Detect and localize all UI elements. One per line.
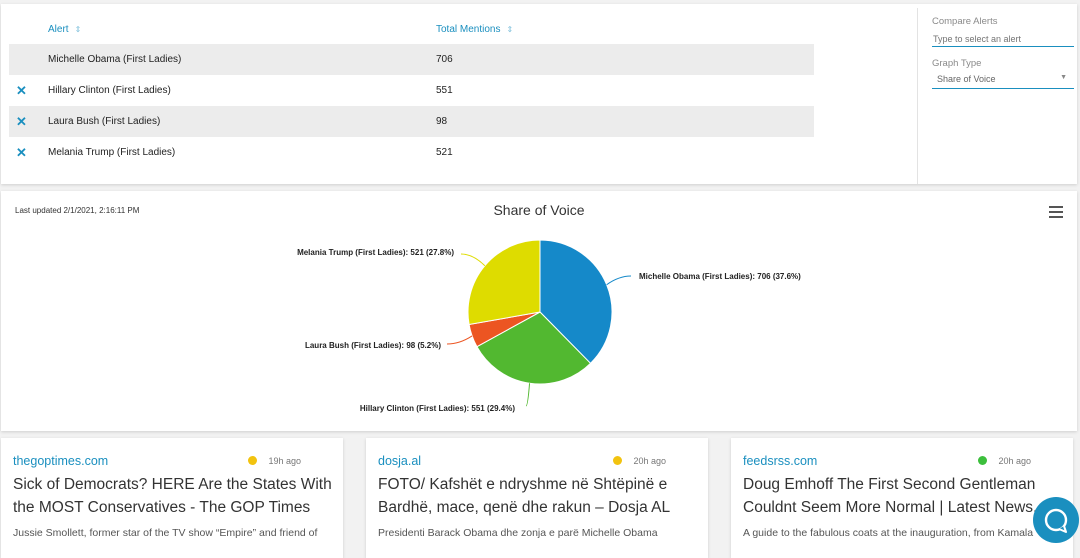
table-row: Michelle Obama (First Ladies) 706	[9, 44, 814, 75]
column-header-mentions[interactable]: Total Mentions ⇕	[436, 24, 513, 35]
alert-name: Michelle Obama (First Ladies)	[48, 54, 182, 65]
news-title[interactable]: FOTO/ Kafshët e ndryshme në Shtëpinë e B…	[378, 476, 671, 516]
pie-slice[interactable]	[539, 239, 613, 365]
chart-menu-icon[interactable]	[1049, 206, 1063, 218]
news-source-link[interactable]: feedsrss.com	[743, 454, 818, 468]
table-header: Alert ⇕ Total Mentions ⇕	[9, 14, 814, 44]
mentions-count: 551	[436, 85, 453, 96]
news-time: 19h ago	[268, 456, 301, 466]
sentiment-dot-icon	[248, 456, 257, 465]
compare-alerts-input[interactable]	[932, 31, 1074, 47]
chart-title: Share of Voice	[493, 202, 584, 218]
alerts-panel: Alert ⇕ Total Mentions ⇕ Michelle Obama (F…	[1, 4, 1077, 184]
pie-data-label: Michelle Obama (First Ladies): 706 (37.6…	[639, 272, 801, 281]
chart-panel: Last updated 2/1/2021, 2:16:11 PM Share …	[1, 191, 1077, 431]
remove-alert-icon[interactable]: ✕	[16, 114, 27, 129]
graph-type-value: Share of Voice	[937, 74, 996, 84]
news-source-link[interactable]: dosja.al	[378, 454, 422, 468]
sort-icon[interactable]: ⇕	[506, 25, 514, 34]
table-row: ✕ Laura Bush (First Ladies) 98	[9, 106, 814, 137]
graph-type-label: Graph Type	[932, 58, 982, 69]
news-snippet: A guide to the fabulous coats at the ina…	[743, 527, 1034, 539]
pie-label-connector	[525, 383, 531, 407]
compare-sidebar: Compare Alerts Graph Type Share of Voice…	[917, 8, 1079, 184]
news-time: 20h ago	[998, 456, 1031, 466]
alert-name: Melania Trump (First Ladies)	[48, 147, 176, 158]
news-snippet: Jussie Smollett, former star of the TV s…	[13, 527, 318, 539]
pie-data-label: Laura Bush (First Ladies): 98 (5.2%)	[305, 341, 441, 350]
chat-button[interactable]	[1033, 497, 1079, 543]
alert-name: Hillary Clinton (First Ladies)	[48, 85, 171, 96]
mentions-count: 706	[436, 54, 453, 65]
mentions-count: 98	[436, 116, 448, 127]
column-header-alert[interactable]: Alert ⇕	[48, 24, 81, 35]
news-title[interactable]: Sick of Democrats? HERE Are the States W…	[13, 476, 332, 516]
pie-label-connector	[446, 335, 473, 345]
sentiment-dot-icon	[613, 456, 622, 465]
news-card[interactable]: dosja.al 20h ago FOTO/ Kafshët e ndryshm…	[366, 438, 708, 558]
news-source-link[interactable]: thegoptimes.com	[13, 454, 109, 468]
news-time: 20h ago	[633, 456, 666, 466]
column-header-mentions-label: Total Mentions	[436, 24, 501, 35]
alerts-table: Alert ⇕ Total Mentions ⇕ Michelle Obama (F…	[9, 14, 814, 168]
alert-name: Laura Bush (First Ladies)	[48, 116, 161, 127]
pie-slice[interactable]	[467, 239, 541, 326]
pie-label-connector	[606, 275, 632, 286]
remove-alert-icon[interactable]: ✕	[16, 145, 27, 160]
pie-data-label: Hillary Clinton (First Ladies): 551 (29.…	[360, 404, 515, 413]
news-snippet: Presidenti Barack Obama dhe zonja e parë…	[378, 527, 658, 539]
pie-label-connector	[460, 253, 486, 267]
sentiment-dot-icon	[978, 456, 987, 465]
news-card[interactable]: feedsrss.com 20h ago Doug Emhoff The Fir…	[731, 438, 1073, 558]
news-card[interactable]: thegoptimes.com 19h ago Sick of Democrat…	[1, 438, 343, 558]
table-row: ✕ Hillary Clinton (First Ladies) 551	[9, 75, 814, 106]
column-header-alert-label: Alert	[48, 24, 69, 35]
pie-slice[interactable]	[476, 311, 592, 385]
graph-type-select[interactable]: Share of Voice ▼	[932, 71, 1074, 89]
mentions-count: 521	[436, 147, 453, 158]
news-title[interactable]: Doug Emhoff The First Second Gentleman C…	[743, 476, 1046, 516]
last-updated-text: Last updated 2/1/2021, 2:16:11 PM	[15, 206, 140, 215]
pie-chart: Share of Voice Michelle Obama (First Lad…	[297, 202, 801, 413]
remove-alert-icon[interactable]: ✕	[16, 83, 27, 98]
chevron-down-icon: ▼	[1060, 74, 1067, 81]
speech-bubble-icon	[1044, 508, 1068, 533]
pie-data-label: Melania Trump (First Ladies): 521 (27.8%…	[297, 248, 454, 257]
table-row: ✕ Melania Trump (First Ladies) 521	[9, 137, 814, 168]
compare-alerts-label: Compare Alerts	[932, 16, 998, 27]
sort-icon[interactable]: ⇕	[74, 25, 82, 34]
